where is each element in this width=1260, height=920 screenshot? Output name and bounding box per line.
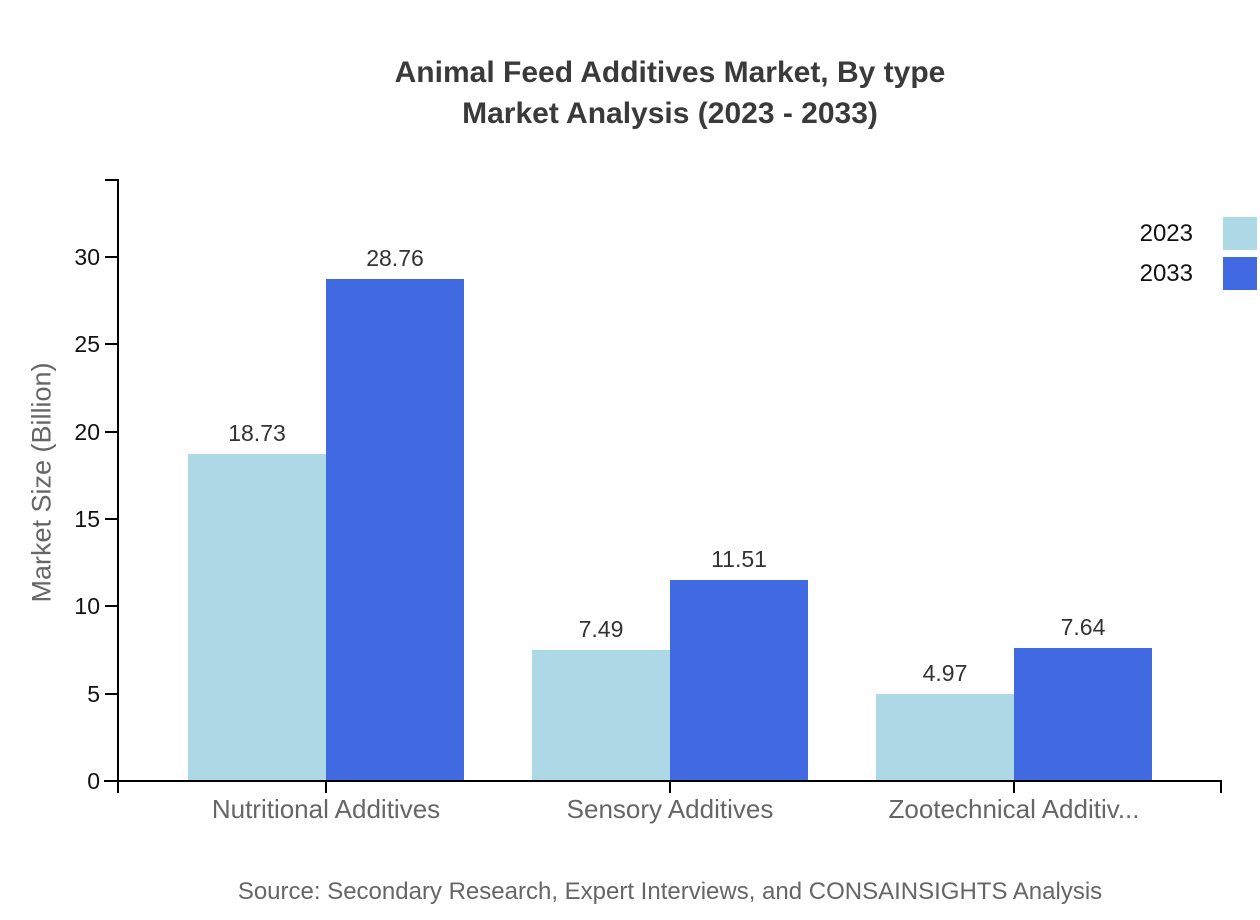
category-label-zootechnical-additiv: Zootechnical Additiv... [888,794,1140,824]
chart-title: Animal Feed Additives Market, By type Ma… [80,52,1260,134]
value-label-2033-nutritional-additives: 28.76 [366,245,424,271]
x-axis-right-tick [1220,780,1222,793]
category-label-sensory-additives: Sensory Additives [566,794,774,824]
legend: 2023 2033 [1135,217,1257,290]
bar-2023-sensory-additives [532,650,670,781]
bar-2033-nutritional-additives [326,279,464,781]
y-tick-label-30: 30 [74,244,100,270]
y-axis-top-tick [105,179,117,181]
legend-item-2023: 2023 [1135,217,1257,250]
y-tick-20 [105,431,117,433]
y-tick-label-25: 25 [74,331,100,357]
y-axis-line [117,179,119,793]
bar-2033-zootechnical-additiv [1014,648,1152,781]
bar-2033-sensory-additives [670,580,808,781]
y-tick-15 [105,518,117,520]
category-label-nutritional-additives: Nutritional Additives [211,794,441,824]
x-tick-sensory-additives [669,782,671,793]
y-tick-30 [105,256,117,258]
legend-swatch-2023 [1223,217,1257,250]
legend-swatch-2033 [1223,257,1257,290]
x-tick-nutritional-additives [325,782,327,793]
value-label-2023-zootechnical-additiv: 4.97 [922,660,968,686]
source-note: Source: Secondary Research, Expert Inter… [237,878,1103,905]
value-label-2023-sensory-additives: 7.49 [578,616,624,642]
value-label-2033-zootechnical-additiv: 7.64 [1060,614,1106,640]
y-tick-10 [105,605,117,607]
chart-title-line2: Market Analysis (2023 - 2033) [462,97,878,130]
bar-2023-nutritional-additives [188,454,326,781]
bar-2023-zootechnical-additiv [876,694,1014,781]
chart-title-line1: Animal Feed Additives Market, By type [394,56,946,89]
x-tick-zootechnical-additiv [1013,782,1015,793]
legend-item-2033: 2033 [1135,257,1257,290]
legend-label-2033: 2033 [1139,259,1193,287]
value-label-2023-nutritional-additives: 18.73 [228,420,286,446]
y-tick-label-0: 0 [87,768,100,794]
y-tick-label-5: 5 [87,681,100,707]
legend-label-2023: 2023 [1139,219,1193,247]
x-axis-line [104,780,1222,782]
value-label-2033-sensory-additives: 11.51 [711,546,767,572]
y-tick-label-10: 10 [74,593,100,619]
y-tick-label-15: 15 [74,506,100,532]
y-tick-label-20: 20 [74,419,100,445]
y-tick-5 [105,693,117,695]
y-tick-25 [105,343,117,345]
